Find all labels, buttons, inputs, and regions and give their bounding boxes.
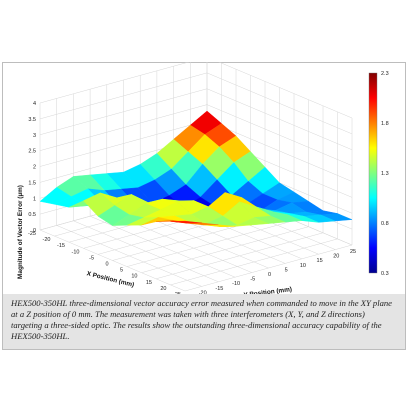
- colorbar-tick-label: 1.8: [381, 121, 389, 127]
- y-tick-label: -10: [232, 281, 240, 287]
- floor-gridline: [141, 226, 309, 273]
- y-tick-label: -15: [215, 286, 223, 292]
- x-tick-label: 20: [160, 286, 166, 292]
- x-axis-label: X Position (mm): [86, 270, 135, 289]
- floor-gridline: [170, 238, 338, 286]
- colorbar-tick-label: 1.3: [381, 171, 389, 177]
- colorbar-tick-label: 0.8: [381, 221, 389, 227]
- x-tick-label: -10: [72, 249, 80, 255]
- colorbar-ticks: 0.3 0.8 1.3 1.8 2.3: [381, 71, 389, 277]
- z-tick-label: 2.5: [28, 149, 36, 155]
- floor-gridline: [155, 232, 324, 280]
- z-axis-label: Magnitude of Vector Error (µm): [17, 185, 24, 279]
- y-tick-label: 15: [317, 258, 323, 264]
- z-tick-label: 1: [33, 196, 36, 202]
- caption-box: HEX500-350HL three-dimensional vector ac…: [2, 294, 406, 350]
- y-tick-label: 5: [285, 267, 288, 273]
- figure-caption: HEX500-350HL three-dimensional vector ac…: [11, 298, 392, 341]
- axis-ticks: 0 0.5 1 1.5 2 2.5 3 3.5 4 25 20 15 10 5 0 -5 -10 -15 -20 -2…: [28, 101, 356, 301]
- y-tick-label: 10: [300, 263, 306, 269]
- y-tick-label: -5: [250, 277, 255, 283]
- x-tick-label: 5: [120, 268, 123, 274]
- colorbar-tick-label: 0.3: [381, 271, 389, 277]
- floor-gridline: [184, 244, 353, 292]
- z-tick-label: 3.5: [28, 117, 36, 123]
- floor-gridline: [126, 220, 295, 267]
- z-tick-label: 4: [33, 101, 36, 107]
- z-tick-label: 0.5: [28, 212, 36, 218]
- z-tick-label: 1.5: [28, 180, 36, 186]
- z-tick-label: 3: [33, 133, 36, 139]
- colorbar-tick-label: 2.3: [381, 71, 389, 77]
- x-tick-label: 15: [146, 280, 152, 286]
- z-gridline: [39, 62, 353, 119]
- z-tick-label: 2: [33, 165, 36, 171]
- x-tick-label: -25: [28, 231, 36, 237]
- surface-plot: [39, 110, 353, 227]
- surface-patch: [170, 220, 202, 224]
- x-tick-label: 10: [131, 274, 137, 280]
- x-tick-label: -15: [57, 243, 65, 249]
- y-tick-label: -20: [199, 290, 207, 296]
- y-tick-label: 20: [333, 254, 339, 260]
- x-tick-label: 0: [105, 262, 108, 268]
- y-tick-label: 25: [350, 249, 356, 255]
- colorbar: [368, 72, 378, 274]
- surface-chart: 0 0.5 1 1.5 2 2.5 3 3.5 4 25 20 15 10 5 0 -5 -10 -15 -20 -2…: [17, 62, 389, 301]
- y-tick-label: 0: [268, 272, 271, 278]
- x-tick-label: -5: [89, 255, 94, 261]
- z-tick-label: 0: [33, 228, 36, 234]
- x-tick-label: -20: [43, 237, 51, 243]
